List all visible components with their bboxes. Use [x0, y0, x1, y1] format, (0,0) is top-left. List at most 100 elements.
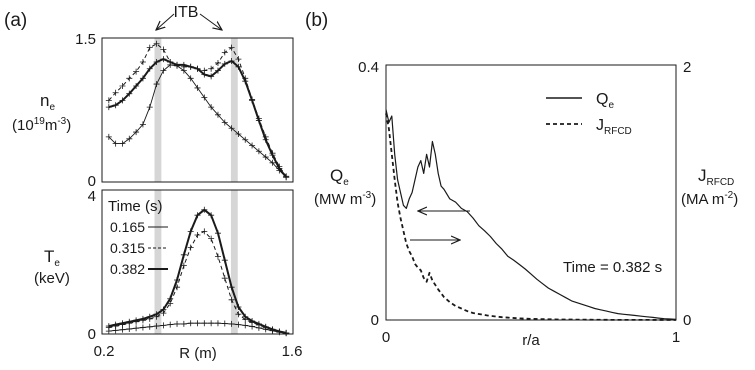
- plot-a-xlabel: R (m): [179, 345, 217, 362]
- ne-series-0.165-marker: [242, 136, 249, 143]
- ne-series-0.165-marker: [105, 133, 112, 140]
- plot-a-bottom-ylabel: Te: [44, 247, 60, 269]
- ne-series-0.382-marker: [139, 75, 146, 82]
- te-series-0.165-marker: [167, 321, 174, 328]
- te-series-0.382-marker: [208, 212, 215, 219]
- plot-b-time-annotation: Time = 0.382 s: [563, 259, 662, 276]
- ne-series-0.382-marker: [180, 61, 187, 68]
- legend-a-entry-0.382: 0.382: [110, 261, 145, 277]
- ne-series-0.315-marker: [208, 65, 215, 72]
- te-series-0.382-marker: [276, 328, 283, 335]
- plot-a-top-ytick-max: 1.5: [75, 31, 96, 48]
- ne-series-0.382-marker: [112, 102, 119, 109]
- ne-series-0.315-marker: [214, 59, 221, 66]
- legend-a: 0.165 0.315 0.382: [110, 219, 168, 277]
- ne-series-0.382-marker: [214, 67, 221, 74]
- itb-bands: [154, 38, 238, 334]
- ne-series-0.315-marker: [126, 75, 133, 82]
- ne-series-0.165-marker: [119, 140, 126, 147]
- plot-a-top-ylabel: ne: [40, 91, 55, 113]
- ne-series-0.165-marker: [262, 154, 269, 161]
- ne-series-0.165-marker: [249, 142, 256, 149]
- te-series-0.165-marker: [153, 323, 160, 330]
- ne-series-0.165-marker: [160, 67, 167, 74]
- plot-b-left-ylabel: Qe: [330, 166, 349, 188]
- plot-a-bottom-ytick-max: 4: [88, 188, 96, 205]
- ne-series-0.382-marker: [242, 78, 249, 85]
- panel-b-letter: (b): [305, 10, 328, 31]
- itb-band-top-0: [154, 38, 162, 182]
- ne-series-0.165-marker: [208, 104, 215, 111]
- ne-series-0.315-marker: [146, 44, 153, 51]
- itb-band-bottom-0: [154, 190, 162, 334]
- plot-a-bottom-frame: [101, 189, 294, 335]
- plot-b-frame: [385, 64, 677, 321]
- itb-band-top-1: [230, 38, 238, 182]
- ne-series-0.382-marker: [221, 60, 228, 67]
- itb-label: ITB: [174, 4, 199, 21]
- ne-series-0.165-marker: [133, 129, 140, 136]
- ne-series-0.382-marker: [133, 83, 140, 89]
- te-series-0.165-marker: [160, 322, 167, 329]
- te-series-0.165-marker: [174, 320, 181, 327]
- plot-a-top-frame: [101, 37, 294, 183]
- te-series-0.382-marker: [194, 212, 201, 219]
- te-series-0.315-marker: [194, 232, 201, 238]
- plot-b-series: [385, 109, 677, 321]
- te-series-0.315-marker: [208, 235, 215, 242]
- te-series-0.315-marker: [228, 296, 235, 303]
- itb-band-bottom-1: [230, 190, 238, 334]
- plot-b-xlabel: r/a: [522, 332, 540, 349]
- panel-a-letter: (a): [4, 10, 27, 31]
- ne-series-0.315-marker: [112, 89, 119, 96]
- te-series-0.382-marker: [139, 315, 146, 322]
- plot-b-left-yunit: (MW m-3): [314, 190, 376, 208]
- ne-series-0.165-marker: [214, 111, 221, 118]
- te-series-0.165-marker: [187, 320, 194, 327]
- te-series-0.165-marker: [133, 325, 140, 332]
- plot-a-bottom-ytick-min: 0: [88, 326, 96, 343]
- ne-series-0.382-marker: [146, 65, 153, 72]
- te-series-0.382-marker: [242, 313, 249, 320]
- ne-series-0.382-marker: [160, 56, 167, 63]
- plot-a-bottom-series: [105, 206, 290, 337]
- ne-series-0.382-marker: [235, 63, 242, 70]
- ne-series-0.382-marker: [228, 58, 235, 65]
- plot-b-xtick-max: 1: [672, 329, 680, 346]
- plot-a-xtick-max: 1.6: [282, 343, 303, 360]
- ne-series-0.315-marker: [221, 49, 228, 56]
- te-series-0.165-marker: [228, 320, 235, 327]
- ne-series-0.315-marker: [235, 56, 242, 63]
- ne-series-0.382-marker: [255, 117, 262, 124]
- ne-series-0.382-marker: [174, 61, 181, 68]
- te-series-0.382-marker: [146, 313, 153, 320]
- te-series-0.315-marker: [187, 244, 194, 251]
- ne-series-0.382-marker: [283, 174, 290, 181]
- te-series-0.315-marker: [201, 228, 208, 235]
- ne-series-0.165-marker: [201, 94, 208, 101]
- te-series-0.382-marker: [174, 277, 181, 283]
- ne-series-0.382-marker: [153, 59, 160, 65]
- ne-series-0.382-marker: [105, 104, 112, 111]
- te-series-0.382-marker: [112, 321, 119, 328]
- ne-series-0.165-marker: [146, 104, 153, 111]
- te-series-0.382-marker: [126, 318, 133, 325]
- te-series-0.165-marker: [242, 322, 249, 329]
- legend-a-entry-0.315: 0.315: [110, 240, 145, 256]
- te-series-0.315-marker: [214, 253, 221, 260]
- te-series-0.315-marker: [221, 275, 228, 282]
- te-series-0.382-marker: [235, 304, 242, 310]
- te-series-0.382-marker: [105, 323, 112, 330]
- ne-series-0.165-marker: [269, 159, 276, 166]
- te-series-0.382-marker: [119, 320, 126, 327]
- legend-b-qe-label: Qe: [596, 91, 614, 111]
- ne-series-0.382: [108, 58, 287, 178]
- te-series-0.165-marker: [146, 323, 153, 330]
- ne-series-0.382-marker: [269, 152, 276, 159]
- te-series-0.382-marker: [269, 326, 276, 333]
- plot-a-top-yunit: (1019m-3): [12, 116, 71, 134]
- te-series-0.382-marker: [283, 329, 290, 336]
- ne-series-0.315-marker: [133, 68, 140, 75]
- plot-a-top-series: [105, 40, 290, 181]
- ne-series-0.165-marker: [235, 131, 242, 137]
